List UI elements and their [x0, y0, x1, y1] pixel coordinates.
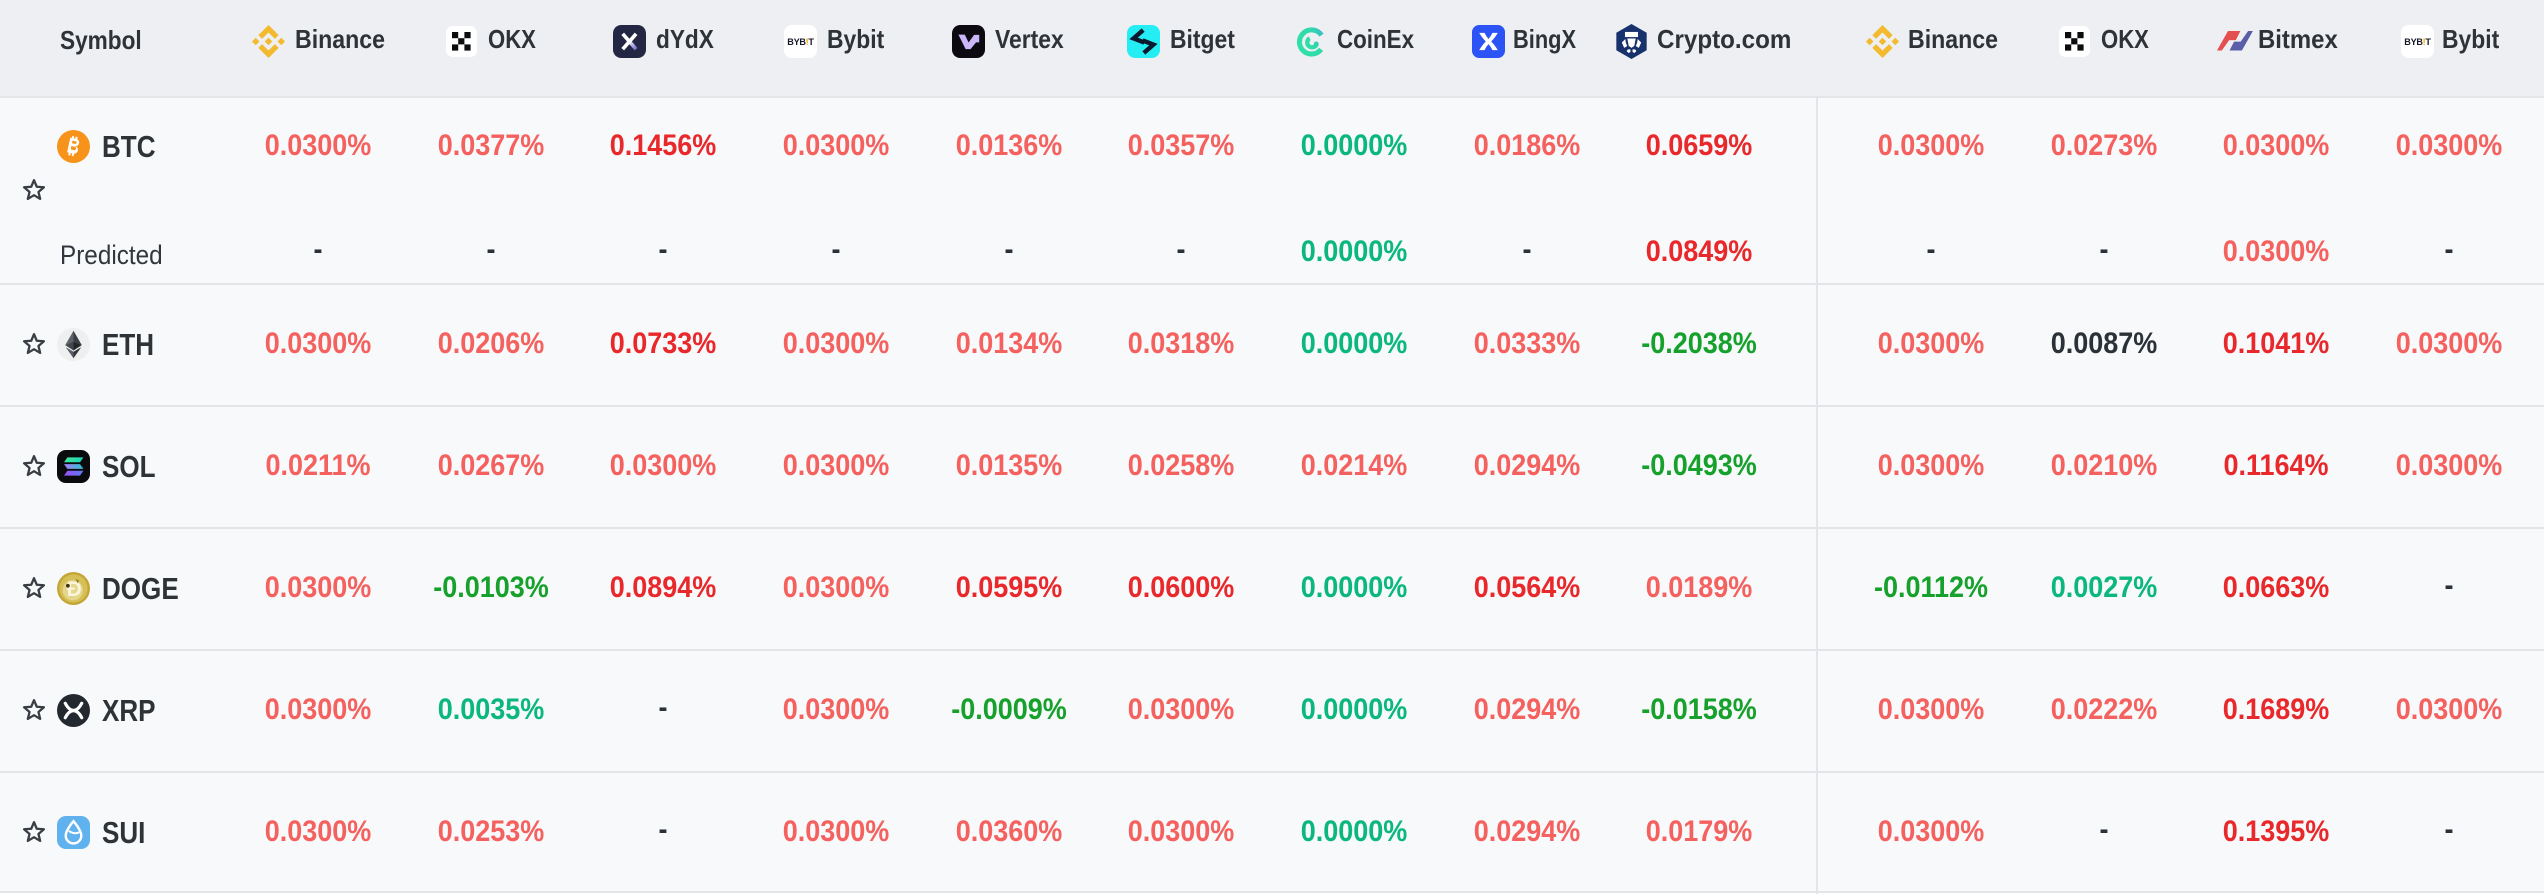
svg-text:Ð: Ð — [67, 578, 82, 601]
svg-text:BYB!T: BYB!T — [787, 36, 814, 46]
svg-text:BYB!T: BYB!T — [2404, 36, 2431, 46]
